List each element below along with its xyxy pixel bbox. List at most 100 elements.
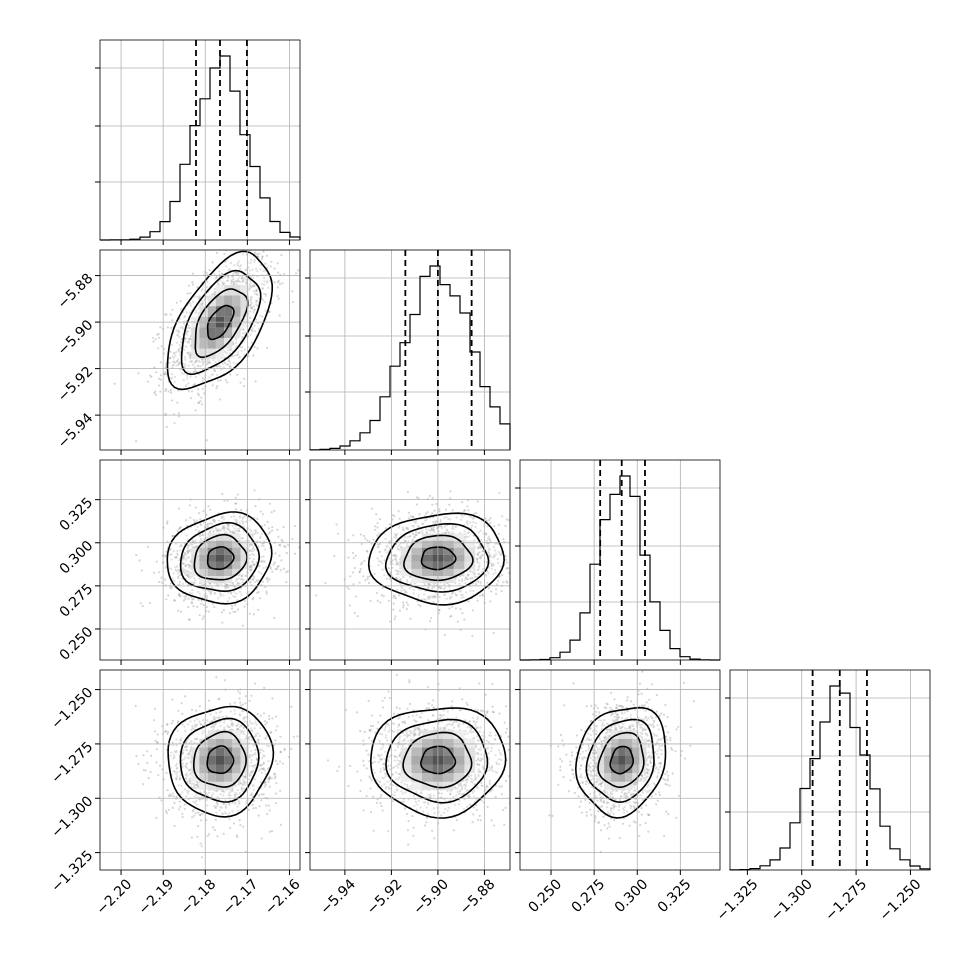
scatter-point (492, 631, 495, 635)
scatter-point (441, 527, 444, 530)
scatter-point (370, 507, 374, 510)
scatter-point (262, 793, 265, 796)
scatter-point (377, 560, 381, 563)
scatter-point (255, 290, 258, 293)
density-cell (207, 327, 216, 338)
scatter-point (252, 563, 255, 566)
scatter-point (272, 563, 275, 566)
scatter-point (209, 522, 212, 525)
scatter-point (228, 357, 231, 360)
scatter-point (227, 586, 230, 589)
scatter-point (455, 594, 458, 597)
scatter-point (264, 548, 267, 551)
density-cell (191, 547, 200, 555)
scatter-point (352, 583, 355, 586)
scatter-point (409, 617, 412, 620)
scatter-point (235, 362, 238, 365)
scatter-point (187, 551, 190, 555)
scatter-point (434, 521, 437, 524)
scatter-point (232, 280, 235, 283)
scatter-point (184, 574, 187, 577)
scatter-point (364, 579, 367, 582)
scatter-point (349, 575, 352, 578)
scatter-point (173, 375, 176, 378)
scatter-point (476, 569, 479, 572)
scatter-point (177, 568, 180, 572)
scatter-point (251, 330, 254, 333)
scatter-point (212, 519, 215, 522)
scatter-point (197, 365, 200, 368)
scatter-point (396, 545, 399, 548)
scatter-point (177, 609, 180, 613)
scatter-point (432, 528, 435, 531)
scatter-point (231, 354, 235, 357)
scatter-point (183, 556, 186, 559)
scatter-point (208, 268, 211, 272)
scatter-point (474, 525, 477, 528)
scatter-point (432, 528, 435, 532)
contour-level-0 (206, 546, 235, 571)
scatter-point (473, 575, 476, 578)
scatter-point (234, 595, 237, 599)
scatter-point (226, 523, 229, 526)
grid-lines (100, 460, 300, 660)
scatter-point (155, 816, 158, 820)
scatter-point (398, 594, 401, 597)
density-cell (199, 561, 208, 569)
scatter-point (180, 372, 183, 375)
scatter-point (184, 385, 187, 388)
scatter-point (238, 515, 242, 518)
scatter-point (182, 557, 185, 560)
scatter-point (467, 531, 470, 534)
scatter-point (433, 585, 436, 589)
scatter-point (399, 570, 402, 573)
scatter-point (239, 578, 242, 581)
scatter-point (250, 583, 253, 586)
scatter-point (192, 581, 195, 584)
scatter-point (352, 557, 355, 560)
scatter-point (431, 496, 434, 499)
scatter-point (492, 556, 495, 559)
scatter-point (481, 594, 485, 597)
scatter-point (240, 593, 243, 596)
scatter-point (249, 306, 252, 309)
scatter-point (234, 354, 237, 357)
scatter-point (255, 230, 257, 232)
scatter-point (398, 579, 401, 582)
scatter-point (249, 303, 252, 306)
scatter-point (187, 324, 190, 327)
scatter-point (235, 508, 238, 511)
scatter-point (189, 353, 192, 356)
scatter-point (484, 533, 488, 536)
scatter-point (429, 620, 432, 623)
scatter-point (273, 616, 276, 620)
scatter-point (260, 793, 263, 796)
scatter-point (215, 528, 218, 531)
scatter-point (188, 284, 191, 287)
scatter-point (223, 252, 226, 255)
scatter-point (208, 582, 211, 585)
scatter-point (275, 225, 277, 227)
scatter-point (347, 538, 350, 542)
scatter-point (191, 272, 195, 275)
scatter-point (315, 594, 318, 597)
scatter-point (395, 559, 398, 562)
scatter-point (215, 275, 218, 278)
scatter-point (194, 370, 197, 373)
scatter-point (220, 582, 223, 585)
scatter-point (231, 531, 234, 535)
scatter-point (207, 610, 210, 613)
scatter-point (488, 549, 491, 552)
scatter-point (428, 582, 431, 586)
scatter-point (216, 385, 219, 388)
scatter-point (167, 594, 170, 597)
scatter-point (504, 555, 507, 558)
scatter-point (164, 371, 167, 374)
scatter-point (256, 531, 259, 534)
scatter-point (497, 580, 500, 583)
scatter-point (250, 284, 253, 287)
scatter-point (476, 500, 479, 503)
scatter-point (177, 575, 180, 578)
scatter-point (402, 606, 405, 609)
scatter-point (178, 362, 181, 365)
